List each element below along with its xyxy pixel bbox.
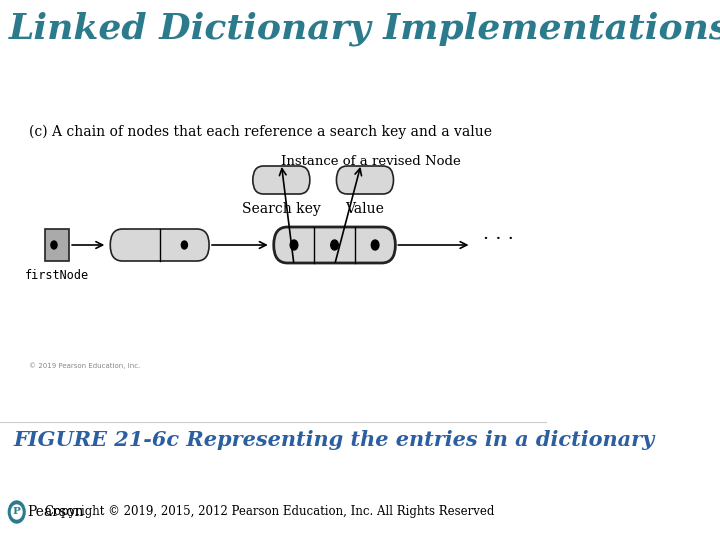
FancyBboxPatch shape — [253, 166, 310, 194]
Text: Instance of a revised Node: Instance of a revised Node — [282, 155, 461, 168]
Text: Value: Value — [346, 202, 384, 216]
Text: Pearson: Pearson — [27, 505, 84, 519]
Circle shape — [9, 501, 25, 523]
Text: P: P — [13, 507, 21, 516]
Circle shape — [330, 240, 338, 250]
Circle shape — [12, 505, 22, 519]
Text: (c) A chain of nodes that each reference a search key and a value: (c) A chain of nodes that each reference… — [29, 125, 492, 139]
Text: © 2019 Pearson Education, Inc.: © 2019 Pearson Education, Inc. — [29, 362, 140, 369]
FancyBboxPatch shape — [110, 229, 209, 261]
Text: Search key: Search key — [242, 202, 320, 216]
Circle shape — [181, 241, 187, 249]
Circle shape — [51, 241, 57, 249]
Text: Copyright © 2019, 2015, 2012 Pearson Education, Inc. All Rights Reserved: Copyright © 2019, 2015, 2012 Pearson Edu… — [45, 505, 495, 518]
FancyBboxPatch shape — [336, 166, 393, 194]
Text: · · ·: · · · — [483, 230, 513, 248]
Circle shape — [372, 240, 379, 250]
FancyBboxPatch shape — [274, 227, 395, 263]
Text: FIGURE 21-6c Representing the entries in a dictionary: FIGURE 21-6c Representing the entries in… — [14, 430, 655, 450]
Circle shape — [290, 240, 298, 250]
Text: Linked Dictionary Implementations: Linked Dictionary Implementations — [9, 12, 720, 46]
Text: firstNode: firstNode — [25, 269, 89, 282]
Bar — [45, 229, 69, 261]
